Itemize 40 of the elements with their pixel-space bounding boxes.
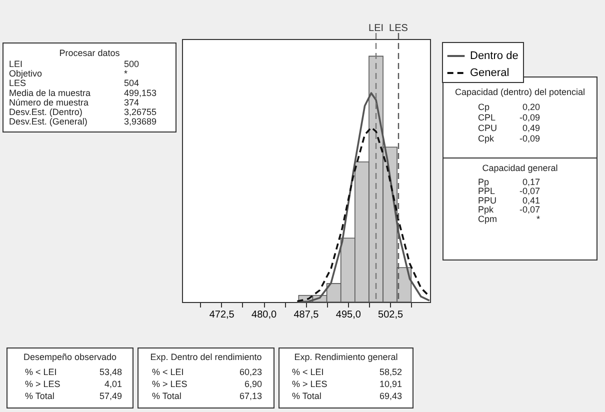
text: PPL -0,07 bbox=[478, 186, 540, 196]
x-tick-label: 502,5 bbox=[378, 310, 404, 320]
text: % > LES 4,01 bbox=[25, 379, 122, 389]
text: Cpm * bbox=[478, 214, 540, 224]
text: Pp 0,17 bbox=[478, 177, 540, 187]
text: Desv.Est. (Dentro) 3,26755 bbox=[9, 107, 157, 117]
ref-line-label: LEI bbox=[368, 23, 384, 34]
text: % < LEI 58,52 bbox=[292, 367, 402, 377]
x-tick-label: 480,0 bbox=[252, 310, 277, 320]
text: Procesar datos bbox=[59, 48, 120, 58]
legend-label: General bbox=[470, 67, 510, 79]
text: Ppk -0,07 bbox=[478, 204, 540, 215]
text: Desempeño observado bbox=[23, 352, 117, 362]
text: % Total 67,13 bbox=[152, 391, 262, 401]
text: Exp. Dentro del rendimiento bbox=[150, 352, 262, 362]
text: Capacidad general bbox=[482, 163, 558, 173]
text: Desv.Est. (General) 3,93689 bbox=[9, 116, 157, 127]
text: PPU 0,41 bbox=[478, 195, 540, 206]
text: Capacidad (dentro) del potencial bbox=[454, 87, 586, 97]
text: Cpk -0,09 bbox=[478, 134, 540, 144]
text: CPU 0,49 bbox=[478, 123, 540, 133]
text: % > LES 6,90 bbox=[152, 379, 262, 389]
x-tick-label: 487,5 bbox=[294, 310, 320, 320]
text: LES 504 bbox=[9, 78, 140, 88]
text: LEI 500 bbox=[9, 59, 140, 69]
text: % < LEI 60,23 bbox=[152, 367, 262, 377]
text: % > LES 10,91 bbox=[292, 379, 402, 389]
text: Cp 0,20 bbox=[478, 102, 540, 112]
text: Objetivo * bbox=[9, 68, 128, 79]
text: % Total 69,43 bbox=[292, 391, 402, 401]
text: % < LEI 53,48 bbox=[25, 367, 122, 377]
text: CPL -0,09 bbox=[478, 112, 540, 122]
text: Exp. Rendimiento general bbox=[294, 352, 398, 362]
text: % Total 57,49 bbox=[25, 391, 122, 401]
ref-line-label: LES bbox=[389, 23, 408, 34]
text: Media de la muestra 499,153 bbox=[9, 88, 157, 98]
legend-label: Dentro de bbox=[470, 50, 518, 62]
x-tick-label: 495,0 bbox=[336, 310, 362, 320]
x-tick-label: 472,5 bbox=[209, 310, 235, 320]
text: Número de muestra 374 bbox=[9, 97, 140, 108]
